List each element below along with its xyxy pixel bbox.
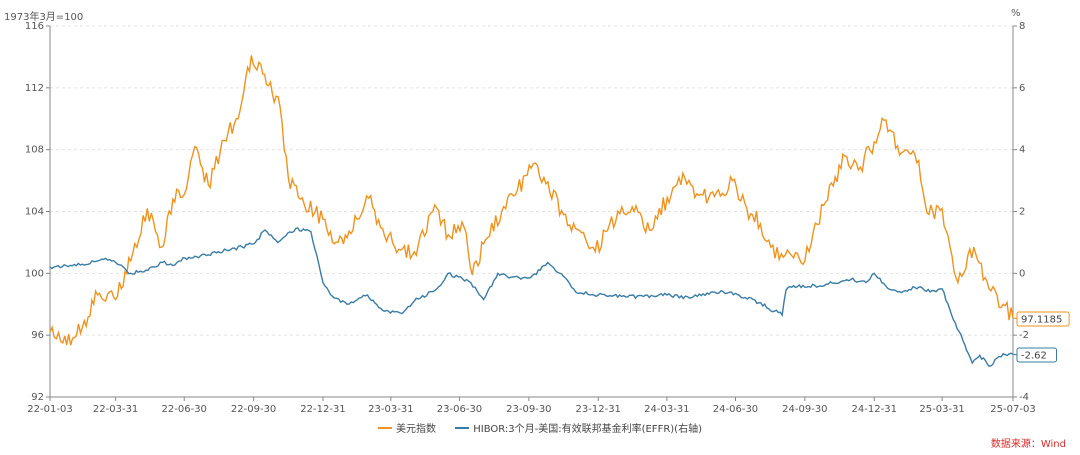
x-tick-label: 22-03-31	[93, 404, 138, 412]
left-y-axis: 92 96 100 104 108 112 116	[25, 21, 50, 403]
grid-lines	[50, 25, 1013, 336]
legend: 美元指数 HIBOR:3个月-美国:有效联邦基金利率(EFFR)(右轴)	[0, 420, 1080, 435]
callout-value: -2.62	[1021, 351, 1047, 362]
legend-item-dollar-index[interactable]: 美元指数	[378, 420, 436, 435]
left-tick-label: 100	[25, 268, 44, 279]
x-tick-label: 22-09-30	[231, 404, 276, 412]
right-tick-label: -4	[1019, 392, 1029, 403]
series-line-hibor-effr-spread	[49, 227, 1014, 367]
left-axis-unit: 1973年3月=100	[4, 12, 84, 23]
end-label-spread: -2.62	[1012, 347, 1057, 363]
legend-label: HIBOR:3个月-美国:有效联邦基金利率(EFFR)(右轴)	[473, 424, 702, 435]
left-tick-label: 96	[31, 330, 44, 341]
legend-label: 美元指数	[396, 424, 437, 435]
callout-value: 97.1185	[1021, 315, 1062, 326]
right-tick-label: 4	[1019, 145, 1025, 156]
x-tick-label: 25-07-03	[990, 404, 1035, 412]
x-tick-label: 24-03-31	[644, 404, 689, 412]
right-tick-label: 8	[1019, 21, 1025, 32]
series-line-dollar-index	[49, 55, 1014, 346]
legend-item-spread[interactable]: HIBOR:3个月-美国:有效联邦基金利率(EFFR)(右轴)	[455, 420, 702, 435]
right-tick-label: 0	[1019, 268, 1025, 279]
x-tick-label: 23-03-31	[368, 404, 413, 412]
legend-swatch	[378, 426, 393, 429]
x-tick-label: 22-06-30	[162, 404, 207, 412]
callout-box	[1016, 347, 1057, 363]
right-tick-label: -2	[1019, 330, 1029, 341]
data-source-note: 数据来源：Wind	[990, 439, 1066, 450]
x-tick-label: 23-12-31	[576, 404, 621, 412]
left-tick-label: 104	[25, 207, 44, 218]
right-tick-label: 6	[1019, 83, 1025, 94]
right-tick-label: 2	[1019, 207, 1025, 218]
x-axis: 22-01-03 22-03-31 22-06-30 22-09-30 22-12-31…	[27, 397, 1036, 412]
x-tick-label: 22-12-31	[300, 404, 345, 412]
left-tick-label: 92	[31, 392, 44, 403]
x-tick-label: 24-12-31	[852, 404, 897, 412]
x-tick-label: 25-03-31	[919, 404, 964, 412]
x-tick-label: 22-01-03	[27, 404, 72, 412]
left-tick-label: 112	[25, 83, 44, 94]
right-axis-unit: %	[1011, 8, 1021, 19]
x-tick-label: 23-09-30	[506, 404, 551, 412]
legend-swatch	[455, 426, 470, 429]
left-tick-label: 116	[25, 21, 44, 32]
x-tick-label: 23-06-30	[437, 404, 482, 412]
end-value-labels: 97.1185 -2.62	[1012, 311, 1070, 363]
x-tick-label: 24-06-30	[713, 404, 758, 412]
end-label-dollar-index: 97.1185	[1012, 311, 1070, 327]
left-tick-label: 108	[25, 145, 44, 156]
x-tick-label: 24-09-30	[782, 404, 827, 412]
right-y-axis: -4 -2 0 2 4 6 8	[1013, 21, 1029, 403]
callout-box	[1016, 311, 1070, 327]
